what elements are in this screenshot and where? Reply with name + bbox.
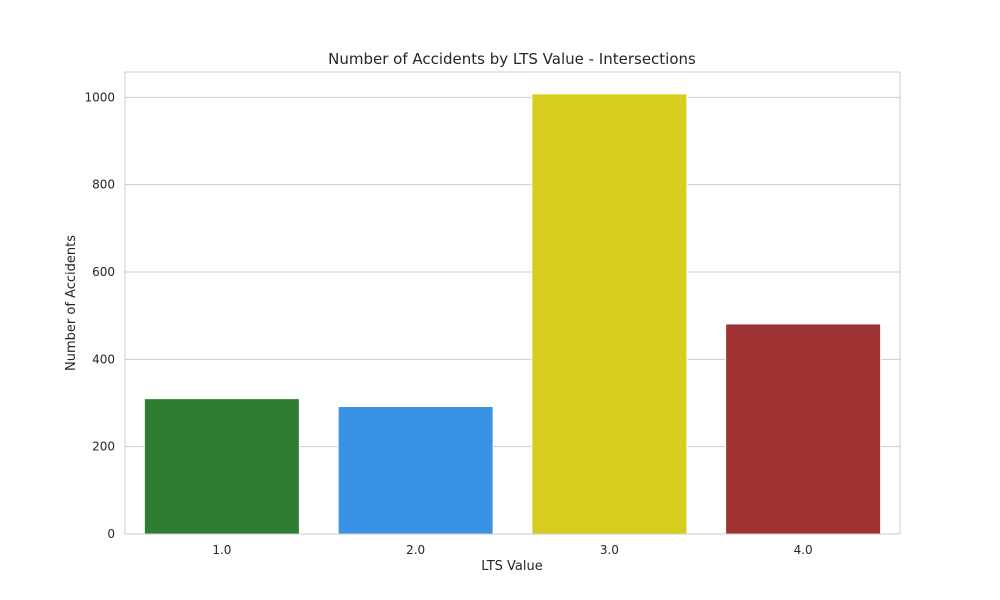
plot-frame: [124, 71, 901, 535]
y-tick-label: 400: [92, 352, 115, 366]
x-tick-label: 3.0: [600, 543, 619, 557]
bar-1.0: [143, 398, 300, 535]
y-tick-label: 1000: [84, 90, 115, 104]
x-tick-label: 4.0: [794, 543, 813, 557]
y-tick-label: 800: [92, 178, 115, 192]
bar-3.0: [531, 93, 688, 535]
y-axis-label: Number of Accidents: [64, 235, 79, 371]
bar-2.0: [337, 405, 494, 535]
x-axis-ticks: 1.0 2.0 3.0 4.0: [212, 543, 812, 557]
x-tick-label: 2.0: [406, 543, 425, 557]
chart-title: Number of Accidents by LTS Value - Inter…: [328, 50, 696, 68]
x-tick-label: 1.0: [212, 543, 231, 557]
y-tick-label: 0: [107, 527, 115, 541]
y-axis-ticks: 0 200 400 600 800 1000: [84, 90, 115, 541]
y-tick-label: 200: [92, 440, 115, 454]
bars: [143, 93, 882, 535]
y-tick-label: 600: [92, 265, 115, 279]
bar-4.0: [725, 323, 882, 535]
x-axis-label: LTS Value: [481, 559, 542, 574]
